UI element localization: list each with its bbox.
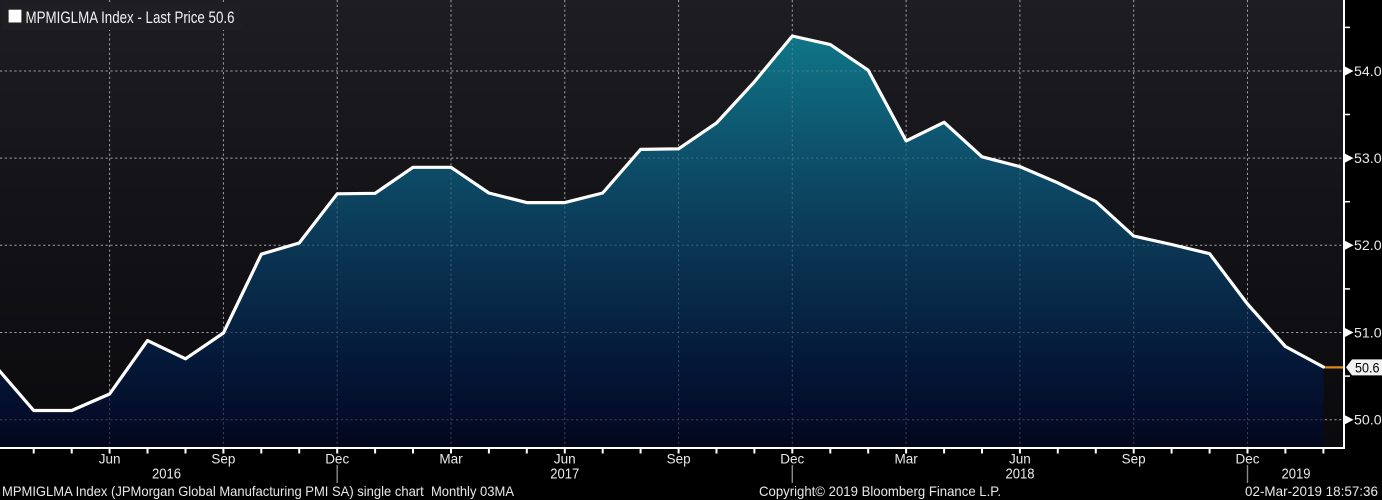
svg-text:Jun: Jun xyxy=(554,452,576,467)
svg-text:Dec: Dec xyxy=(1235,452,1259,467)
svg-text:51.0: 51.0 xyxy=(1354,325,1382,341)
svg-text:52.0: 52.0 xyxy=(1354,238,1382,254)
svg-text:Dec: Dec xyxy=(325,452,349,467)
svg-text:50.0: 50.0 xyxy=(1354,413,1382,429)
svg-text:Sep: Sep xyxy=(1122,452,1146,467)
svg-text:53.0: 53.0 xyxy=(1354,151,1382,167)
svg-text:Jun: Jun xyxy=(99,452,121,467)
svg-text:Mar: Mar xyxy=(894,452,918,467)
svg-text:54.0: 54.0 xyxy=(1354,64,1382,80)
svg-text:MPMIGLMA Index - Last Price 50: MPMIGLMA Index - Last Price 50.6 xyxy=(26,9,235,27)
svg-text:Sep: Sep xyxy=(211,452,235,467)
svg-text:Sep: Sep xyxy=(667,452,691,467)
svg-text:2018: 2018 xyxy=(1006,467,1035,483)
svg-text:02-Mar-2019 18:57:36: 02-Mar-2019 18:57:36 xyxy=(1245,483,1378,499)
svg-text:2019: 2019 xyxy=(1282,467,1311,483)
svg-text:Dec: Dec xyxy=(780,452,804,467)
svg-text:2016: 2016 xyxy=(152,467,181,483)
svg-text:MPMIGLMA Index (JPMorgan Globa: MPMIGLMA Index (JPMorgan Global Manufact… xyxy=(2,483,515,499)
svg-text:Mar: Mar xyxy=(439,452,463,467)
svg-text:2017: 2017 xyxy=(550,467,579,483)
svg-text:Copyright© 2019 Bloomberg Fina: Copyright© 2019 Bloomberg Finance L.P. xyxy=(759,483,1001,499)
svg-text:50.6: 50.6 xyxy=(1355,360,1380,376)
svg-text:Jun: Jun xyxy=(1009,452,1031,467)
